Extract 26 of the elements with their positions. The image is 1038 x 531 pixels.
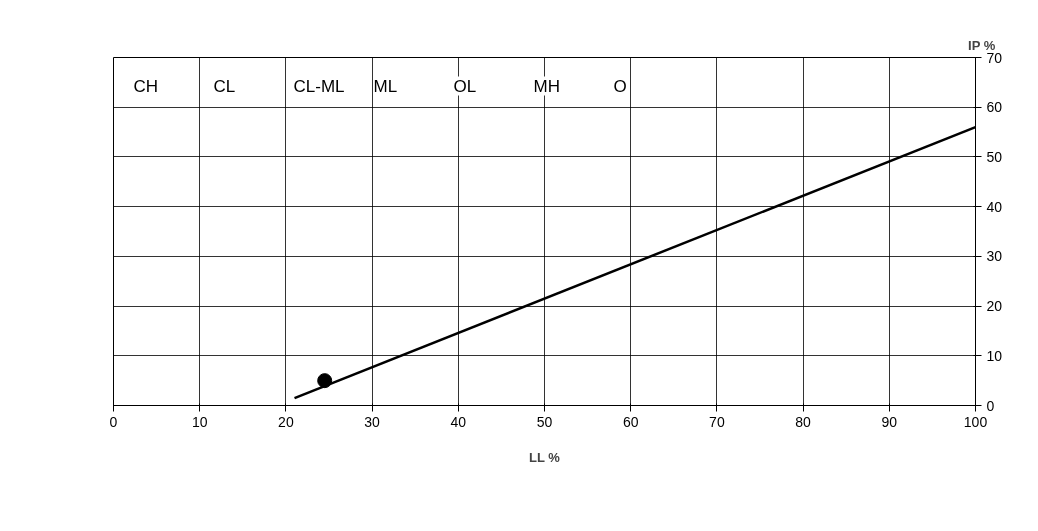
x-tick-label: 30 xyxy=(364,413,381,430)
x-tick-label: 0 xyxy=(109,413,118,430)
x-tick-label: 70 xyxy=(709,413,725,430)
annotation: O xyxy=(613,76,627,96)
y-tick-label: 30 xyxy=(986,248,1003,265)
annotation: OL xyxy=(453,76,477,96)
y-tick-label: 10 xyxy=(986,347,1003,364)
x-tick-label: 60 xyxy=(622,413,639,430)
y-tick-label: 50 xyxy=(986,148,1003,165)
annotation: CH xyxy=(133,76,159,96)
x-tick-label: 20 xyxy=(278,413,294,430)
x-axis-title: LL % xyxy=(528,449,561,465)
y-tick-label: 20 xyxy=(986,298,1003,315)
x-tick-label: 40 xyxy=(450,413,467,430)
x-tick-label: 80 xyxy=(795,413,812,430)
annotation: CL xyxy=(213,76,236,96)
y-tick-label: 60 xyxy=(986,99,1003,116)
annotation: CL-ML xyxy=(293,76,345,96)
x-tick-label: 90 xyxy=(881,413,898,430)
x-tick-label: 10 xyxy=(191,413,208,430)
y-tick-label: 0 xyxy=(986,397,995,414)
annotation: MH xyxy=(533,76,560,96)
y-tick-label: 40 xyxy=(986,198,1003,215)
x-tick-label: 100 xyxy=(963,413,988,430)
annotation: ML xyxy=(373,76,398,96)
x-tick-label: 50 xyxy=(536,413,553,430)
